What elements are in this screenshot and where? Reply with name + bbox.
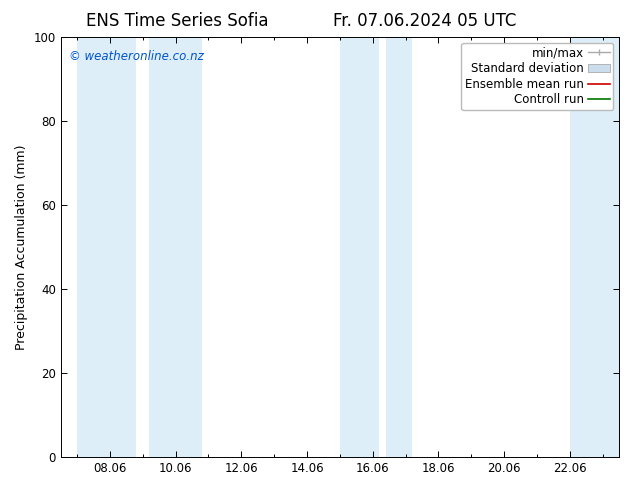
Legend: min/max, Standard deviation, Ensemble mean run, Controll run: min/max, Standard deviation, Ensemble me… [461, 43, 613, 110]
Text: ENS Time Series Sofia: ENS Time Series Sofia [86, 12, 269, 30]
Bar [77, 37, 136, 457]
Y-axis label: Precipitation Accumulation (mm): Precipitation Accumulation (mm) [15, 145, 28, 350]
Text: Fr. 07.06.2024 05 UTC: Fr. 07.06.2024 05 UTC [333, 12, 517, 30]
Bar [150, 37, 202, 457]
Bar [340, 37, 379, 457]
Bar [570, 37, 619, 457]
Text: © weatheronline.co.nz: © weatheronline.co.nz [69, 50, 204, 63]
Bar [386, 37, 412, 457]
